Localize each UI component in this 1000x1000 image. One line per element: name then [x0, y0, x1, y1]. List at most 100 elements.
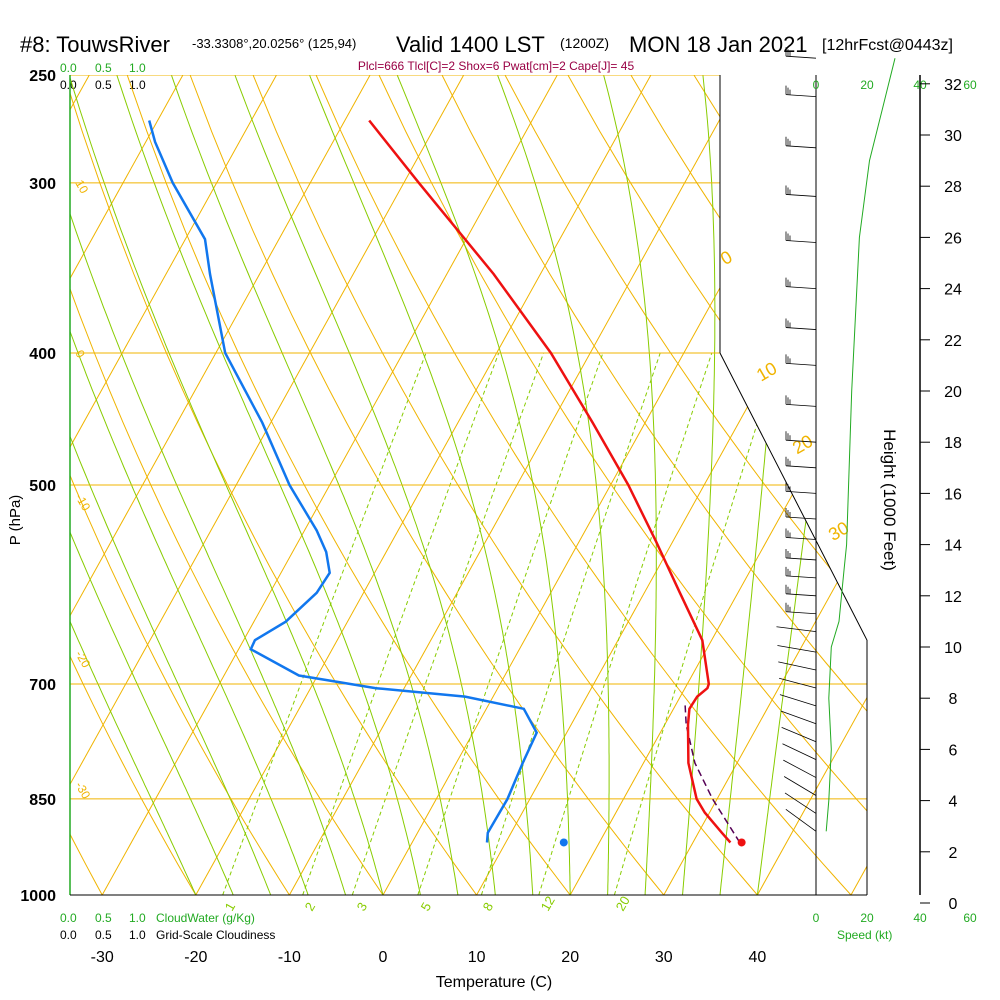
wind-barb [785, 491, 817, 494]
moist-adiabat-line [170, 75, 459, 895]
dry-adiabat-line [70, 91, 478, 895]
zulu-time: (1200Z) [560, 35, 609, 51]
wind-barb [784, 792, 817, 814]
forecast-label: [12hrFcst@0443z] [822, 37, 953, 54]
wind-barb [779, 677, 817, 689]
dry-adiabat-label: -10 [72, 491, 93, 513]
x-tick-label: 40 [749, 949, 767, 966]
cloud-scale-bottom: 0.0 0.5 1.0 CloudWater (g/Kg) 0.0 0.5 1.… [60, 911, 275, 942]
wind-barb [785, 327, 817, 330]
mixing-ratio-line [351, 352, 545, 895]
cloud-scale-bottom-black-1: 0.5 [95, 928, 112, 942]
x-tick-label: 10 [468, 949, 486, 966]
mixing-ratio-label: 3 [354, 900, 371, 914]
wind-barb [785, 537, 817, 540]
x-tick-label: 20 [561, 949, 579, 966]
wind-barb [785, 286, 817, 289]
moist-adiabat-line [497, 75, 610, 895]
cloudwater-label: CloudWater (g/Kg) [156, 911, 255, 925]
x-tick-label: -10 [278, 949, 301, 966]
wind-barb [785, 403, 817, 407]
speed-tick-label: 60 [963, 911, 977, 925]
dry-adiabat-line [883, 75, 1000, 895]
x-tick-label: 30 [655, 949, 673, 966]
mixing-ratio-line [302, 352, 500, 895]
isotherm-line [945, 75, 1000, 895]
wind-barb [780, 710, 817, 725]
wind-barb [785, 194, 817, 197]
wind-barb [782, 743, 817, 761]
dry-adiabat-line [126, 75, 571, 895]
moist-adiabat-line [603, 75, 657, 895]
isotherm-line [70, 75, 277, 449]
wind-barb [785, 611, 817, 615]
pressure-tick-label: 700 [29, 677, 56, 694]
cloudiness-label: Grid-Scale Cloudiness [156, 928, 275, 942]
wind-barb [785, 240, 817, 243]
dry-adiabat-line [252, 75, 758, 895]
height-tick-label: 18 [944, 435, 962, 452]
height-tick-label: 6 [949, 742, 958, 759]
wind-barb [776, 626, 817, 633]
height-tick-label: 20 [944, 384, 962, 401]
isotherm-line [756, 696, 867, 895]
speed-tick-label: 0 [813, 911, 820, 925]
mixing-ratio-label: 2 [302, 900, 319, 914]
wind-barb [785, 593, 817, 597]
moist-adiabat-line [70, 530, 234, 895]
pressure-tick-label: 400 [29, 346, 56, 363]
dry-adiabat-label: 10 [72, 177, 91, 196]
parcel-line [684, 704, 741, 843]
temperature-line [368, 119, 732, 844]
wind-barb [778, 661, 817, 671]
stability-indices: Plcl=666 Tlcl[C]=2 Shox=6 Pwat[cm]=2 Cap… [358, 59, 635, 73]
mixing-ratio-label: 12 [538, 893, 558, 913]
cloud-scale-top-green-1: 0.5 [95, 61, 112, 75]
dry-adiabat-line [315, 75, 852, 895]
valid-time: Valid 1400 LST [396, 32, 545, 57]
cloud-scale-bottom-black-0: 0.0 [60, 928, 77, 942]
height-tick-label: 14 [944, 538, 962, 555]
isotherm-line [70, 75, 184, 280]
wind-barb [785, 94, 817, 97]
height-tick-label: 24 [944, 282, 962, 299]
mixing-ratio-line [417, 352, 604, 895]
height-tick-label: 8 [949, 691, 958, 708]
y-axis-title: P (hPa) [7, 495, 24, 546]
frame-layer [69, 75, 921, 896]
height-tick-label: 16 [944, 486, 962, 503]
mixing-ratio-line [480, 352, 661, 895]
wind-barb [785, 363, 817, 366]
wind-barb [783, 759, 817, 778]
speed-axis-title: Speed (kt) [837, 928, 892, 942]
wind-barb [781, 727, 817, 743]
cloud-scale-bottom-green-2: 1.0 [129, 911, 146, 925]
valid-date: MON 18 Jan 2021 [629, 32, 808, 57]
dry-adiabat-line [0, 75, 9, 895]
pressure-tick-label: 250 [29, 68, 56, 85]
dry-adiabat-line [504, 75, 867, 614]
cloud-scale-top-green-2: 1.0 [129, 61, 146, 75]
wind-speed-line [825, 58, 896, 832]
height-tick-label: 26 [944, 230, 962, 247]
profile-layer [147, 119, 746, 847]
moist-adiabat-line [70, 212, 347, 895]
speed-tick-label: 60 [963, 78, 977, 92]
moist-adiabat-line [70, 330, 309, 895]
dewpoint-line [147, 120, 539, 843]
cloud-scale-top-green-0: 0.0 [60, 61, 77, 75]
wind-panel-mask [720, 75, 867, 641]
x-axis-title: Temperature (C) [436, 974, 552, 991]
dry-adiabat-line [70, 474, 290, 895]
dry-adiabat-label: -30 [72, 779, 93, 801]
mixing-ratio-label: 20 [613, 893, 633, 913]
moist-adiabat-line [234, 75, 496, 895]
dry-adiabat-line [946, 75, 1000, 895]
moist-adiabat-line [309, 75, 534, 895]
dry-adiabat-line [189, 75, 665, 895]
dry-adiabat-line [70, 655, 197, 895]
wind-barb [785, 575, 817, 579]
cloud-scale-bottom-green-1: 0.5 [95, 911, 112, 925]
mixing-ratio-line [222, 352, 427, 895]
